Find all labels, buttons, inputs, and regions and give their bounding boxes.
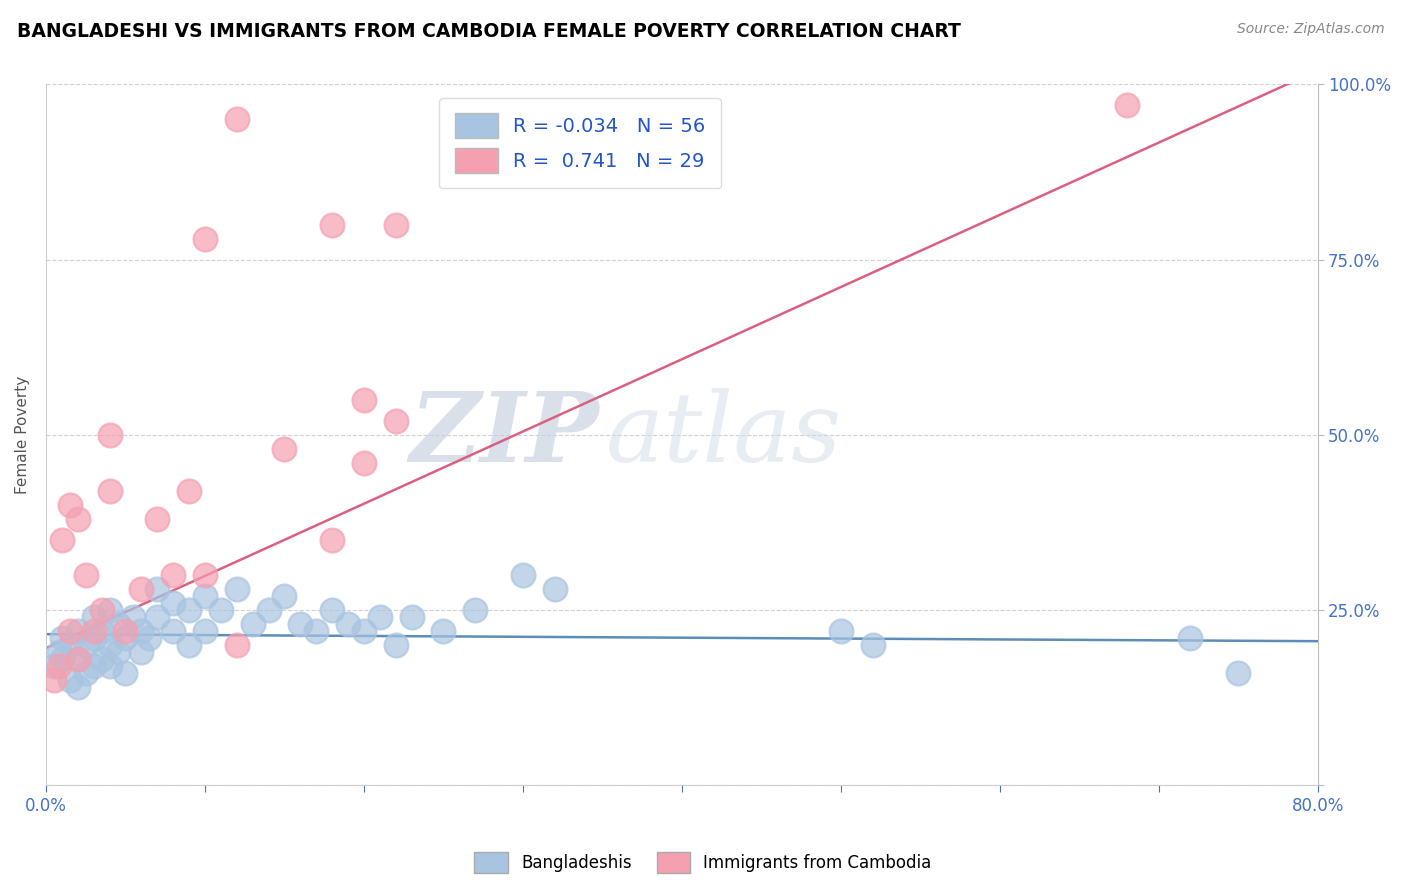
Point <box>162 624 184 638</box>
Point <box>75 638 97 652</box>
Point <box>384 638 406 652</box>
Point <box>75 567 97 582</box>
Point <box>98 427 121 442</box>
Point <box>146 609 169 624</box>
Point <box>321 602 343 616</box>
Point <box>98 638 121 652</box>
Point <box>66 511 89 525</box>
Point <box>59 638 82 652</box>
Point <box>114 624 136 638</box>
Point <box>83 631 105 645</box>
Point <box>83 658 105 673</box>
Point <box>146 511 169 525</box>
Point <box>90 651 112 665</box>
Point <box>66 680 89 694</box>
Point <box>59 498 82 512</box>
Point <box>353 392 375 407</box>
Point <box>66 624 89 638</box>
Point <box>83 624 105 638</box>
Text: BANGLADESHI VS IMMIGRANTS FROM CAMBODIA FEMALE POVERTY CORRELATION CHART: BANGLADESHI VS IMMIGRANTS FROM CAMBODIA … <box>17 22 960 41</box>
Point <box>98 658 121 673</box>
Point <box>273 442 295 456</box>
Point <box>114 665 136 680</box>
Point <box>48 645 70 659</box>
Point <box>830 624 852 638</box>
Point <box>90 602 112 616</box>
Point <box>321 218 343 232</box>
Point <box>177 602 200 616</box>
Legend: Bangladeshis, Immigrants from Cambodia: Bangladeshis, Immigrants from Cambodia <box>468 846 938 880</box>
Point <box>273 589 295 603</box>
Point <box>194 231 217 245</box>
Point <box>177 638 200 652</box>
Point <box>177 483 200 498</box>
Point <box>1115 98 1137 112</box>
Point <box>225 638 247 652</box>
Point <box>862 638 884 652</box>
Point <box>51 533 73 547</box>
Text: atlas: atlas <box>606 388 842 482</box>
Point <box>138 631 160 645</box>
Point <box>353 624 375 638</box>
Point <box>1227 665 1250 680</box>
Point <box>162 596 184 610</box>
Point <box>384 414 406 428</box>
Point <box>114 631 136 645</box>
Text: ZIP: ZIP <box>409 388 599 482</box>
Text: Source: ZipAtlas.com: Source: ZipAtlas.com <box>1237 22 1385 37</box>
Point <box>131 645 153 659</box>
Point <box>131 624 153 638</box>
Point <box>209 602 232 616</box>
Point <box>59 624 82 638</box>
Point <box>51 631 73 645</box>
Point <box>305 624 328 638</box>
Point <box>512 567 534 582</box>
Point <box>353 456 375 470</box>
Y-axis label: Female Poverty: Female Poverty <box>15 376 30 494</box>
Point <box>225 582 247 596</box>
Point <box>98 602 121 616</box>
Point <box>225 112 247 127</box>
Point <box>401 609 423 624</box>
Point <box>42 658 65 673</box>
Point <box>543 582 565 596</box>
Legend: R = -0.034   N = 56, R =  0.741   N = 29: R = -0.034 N = 56, R = 0.741 N = 29 <box>439 97 721 188</box>
Point <box>83 609 105 624</box>
Point <box>98 483 121 498</box>
Point <box>1180 631 1202 645</box>
Point <box>146 582 169 596</box>
Point <box>90 624 112 638</box>
Point <box>384 218 406 232</box>
Point <box>194 567 217 582</box>
Point <box>257 602 280 616</box>
Point <box>107 645 129 659</box>
Point <box>162 567 184 582</box>
Point <box>194 589 217 603</box>
Point <box>321 533 343 547</box>
Point <box>107 616 129 631</box>
Point <box>290 616 312 631</box>
Point <box>42 673 65 687</box>
Point <box>66 651 89 665</box>
Point <box>59 673 82 687</box>
Point <box>66 651 89 665</box>
Point <box>131 582 153 596</box>
Point <box>336 616 359 631</box>
Point <box>464 602 486 616</box>
Point <box>194 624 217 638</box>
Point <box>242 616 264 631</box>
Point <box>368 609 391 624</box>
Point <box>432 624 454 638</box>
Point <box>48 658 70 673</box>
Point <box>75 665 97 680</box>
Point <box>51 651 73 665</box>
Point <box>122 609 145 624</box>
